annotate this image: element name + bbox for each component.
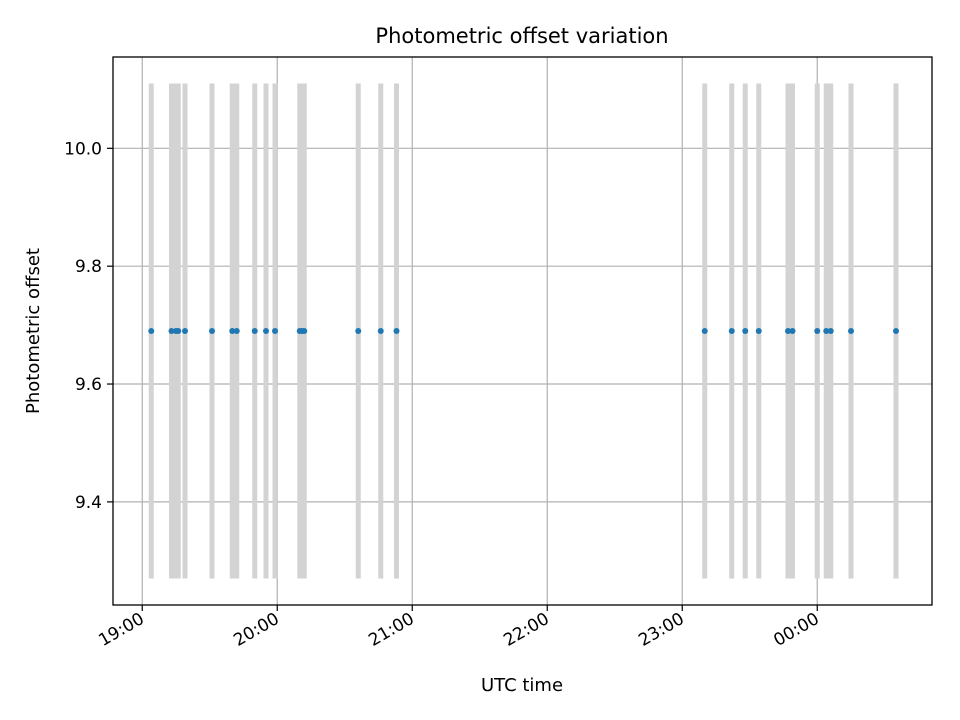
- plot-area-frame: [112, 56, 933, 606]
- data-point: [209, 328, 215, 334]
- data-point: [355, 328, 362, 334]
- data-point: [148, 328, 155, 334]
- data-point: [827, 328, 834, 334]
- y-axis-ticks: 9.4 9.6 9.8 10.0: [64, 139, 113, 513]
- data-point: [814, 328, 821, 334]
- y-tick-label: 9.8: [75, 257, 102, 277]
- data-point: [393, 328, 400, 334]
- data-point: [755, 328, 762, 334]
- data-point: [233, 328, 240, 334]
- data-point: [728, 328, 735, 334]
- data-point: [175, 328, 182, 334]
- y-axis-label: Photometric offset: [23, 248, 44, 414]
- data-points: [148, 328, 899, 334]
- y-tick-label: 10.0: [64, 139, 102, 159]
- x-axis-label: UTC time: [481, 675, 563, 696]
- data-point: [251, 328, 258, 334]
- data-point: [742, 328, 749, 334]
- data-point: [263, 328, 269, 334]
- data-point: [301, 328, 308, 334]
- data-point: [182, 328, 188, 334]
- data-point: [823, 328, 830, 334]
- data-point: [229, 328, 236, 334]
- y-tick-label: 9.6: [75, 375, 102, 395]
- data-point: [377, 328, 384, 334]
- y-tick-label: 9.4: [75, 493, 102, 513]
- data-point: [785, 328, 791, 334]
- chart-title: Photometric offset variation: [375, 24, 668, 48]
- data-point: [893, 328, 899, 334]
- data-point: [789, 328, 796, 334]
- data-point: [701, 328, 708, 334]
- data-point: [272, 328, 278, 334]
- data-point: [848, 328, 854, 334]
- data-point: [168, 328, 175, 334]
